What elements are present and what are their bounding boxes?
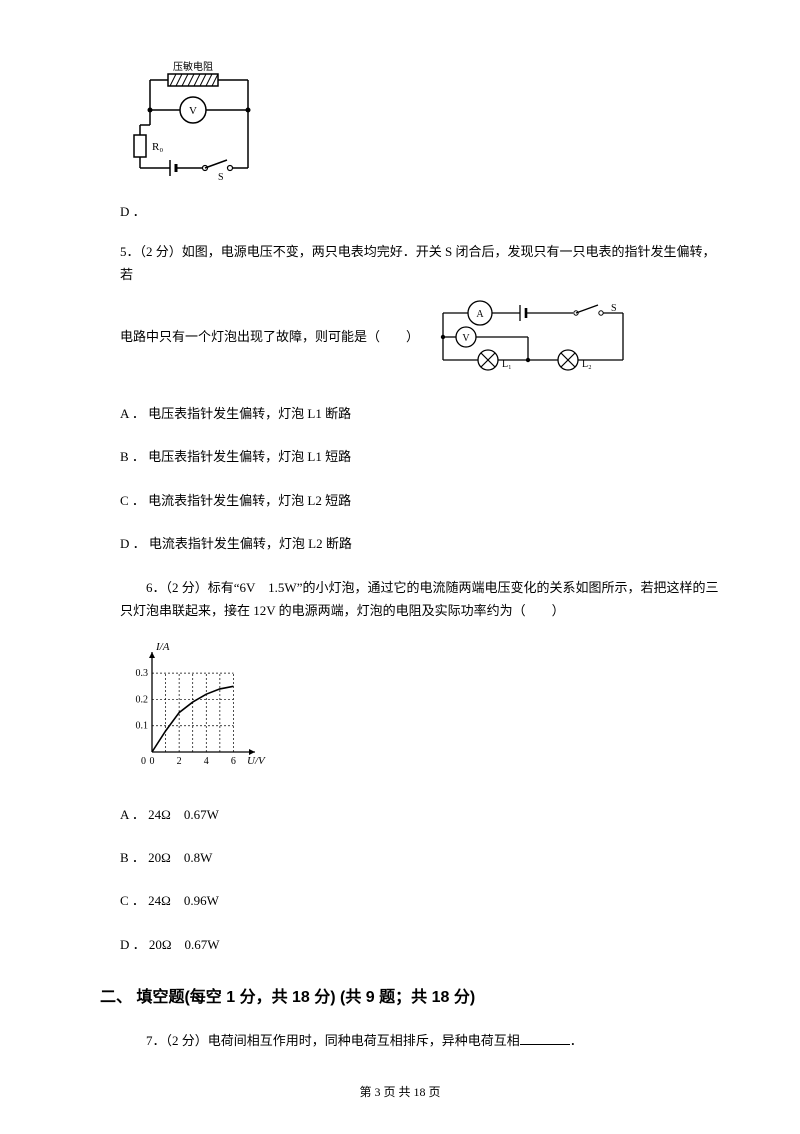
q7-text: 7．（2 分）电荷间相互作用时，同种电荷互相排斥，异种电荷互相 [146,1033,520,1048]
q5-stem-b: 电路中只有一个灯泡出现了故障，则可能是（ ） [120,329,419,344]
page-footer: 第 3 页 共 18 页 [80,1082,720,1104]
circuit-diagram-q5: A S L₁ [428,295,638,382]
svg-text:4: 4 [204,756,209,767]
svg-text:0.3: 0.3 [136,668,149,679]
q6-opt-d: D ． 20Ω 0.67W [120,933,720,956]
q5-opt-d: D ． 电流表指针发生偏转，灯泡 L2 断路 [120,532,720,555]
q5-stem-a: 5．（2 分）如图，电源电压不变，两只电表均完好．开关 S 闭合后，发现只有一只… [120,244,715,282]
piezo-label: 压敏电阻 [173,60,213,73]
q5-opt-c: C ． 电流表指针发生偏转，灯泡 L2 短路 [120,489,720,512]
section-2-title: 二、 填空题(每空 1 分，共 18 分) (共 9 题；共 18 分) [100,984,720,1013]
svg-text:I/A: I/A [155,641,170,653]
ammeter-label: A [477,309,485,320]
q7-stem: 7．（2 分）电荷间相互作用时，同种电荷互相排斥，异种电荷互相． [120,1029,720,1052]
q7-blank [520,1031,570,1045]
iv-graph: 0 2 4 6 0.1 0.2 0.3 0 I/A U/V [120,640,720,782]
voltmeter-label: V [189,105,197,117]
svg-text:0: 0 [150,756,155,767]
circuit-svg-1: 压敏电阻 V R₀ [120,60,280,185]
q6-opt-c: C ． 24Ω 0.96W [120,889,720,912]
circuit-diagram-d: 压敏电阻 V R₀ [120,60,720,192]
option-d-label: D ． [120,200,720,223]
q5-opt-b: B ． 电压表指针发生偏转，灯泡 L1 短路 [120,445,720,468]
q6-opt-a: A ． 24Ω 0.67W [120,803,720,826]
svg-text:0.1: 0.1 [136,721,149,732]
q5-opt-a: A ． 电压表指针发生偏转，灯泡 L1 断路 [120,402,720,425]
q6-opt-b: B ． 20Ω 0.8W [120,846,720,869]
svg-text:2: 2 [177,756,182,767]
q6-stem: 6．（2 分）标有“6V 1.5W”的小灯泡，通过它的电流随两端电压变化的关系如… [120,576,720,623]
voltmeter-label-2: V [463,333,471,344]
svg-text:U/V: U/V [247,755,266,767]
r0-label: R₀ [152,141,163,153]
svg-text:0: 0 [141,756,146,767]
switch-label-1: S [218,172,224,183]
svg-text:6: 6 [231,756,236,767]
svg-text:0.2: 0.2 [136,695,149,706]
